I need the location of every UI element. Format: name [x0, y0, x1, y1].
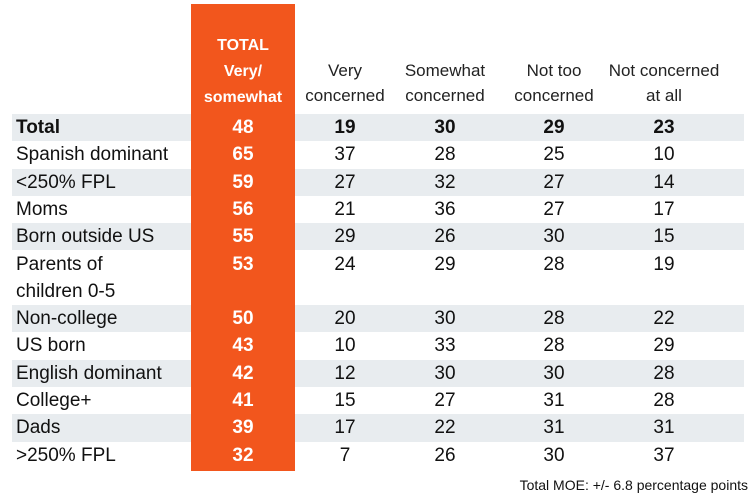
row-label: <250% FPL: [16, 171, 116, 193]
value-cell: 30: [543, 226, 565, 248]
row-label: >250% FPL: [16, 444, 116, 466]
value-cell: 28: [653, 390, 675, 411]
value-cell: 29: [653, 335, 675, 357]
row-label: English dominant: [16, 362, 162, 384]
value-cell: 30: [434, 362, 456, 384]
value-cell: 28: [543, 308, 565, 330]
total-value: 53: [232, 253, 254, 275]
row-shading: [12, 414, 744, 442]
value-cell: 28: [543, 335, 565, 357]
value-cell: 31: [543, 390, 565, 411]
value-cell: 17: [653, 198, 675, 220]
total-value: 48: [232, 117, 254, 138]
value-cell: 7: [339, 444, 351, 466]
row-label: Total: [16, 117, 60, 138]
value-cell: 26: [434, 444, 456, 466]
value-cell: 28: [653, 362, 675, 384]
value-cell: 29: [434, 253, 456, 275]
header-line: somewhat: [203, 89, 283, 106]
value-cell: 27: [543, 171, 565, 193]
value-cell: 30: [543, 444, 565, 466]
row-shading: [12, 168, 744, 196]
total-column-highlight: [191, 4, 295, 471]
value-cell: 22: [434, 417, 456, 439]
value-cell: 30: [543, 362, 565, 384]
header-column: Very concerned: [297, 58, 393, 108]
value-cell: 33: [434, 335, 456, 357]
value-cell: 19: [334, 117, 356, 138]
header-line: concerned: [305, 86, 385, 105]
value-cell: 10: [653, 144, 675, 166]
total-value: 41: [232, 390, 254, 411]
total-value: 55: [232, 226, 254, 248]
value-cell: 31: [543, 417, 565, 439]
value-cell: 15: [334, 390, 356, 411]
row-shading: [12, 359, 744, 387]
header-line: Very/: [223, 63, 263, 80]
header-line: Somewhat: [404, 61, 486, 80]
row-label: US born: [16, 335, 86, 357]
total-value: 32: [232, 444, 254, 466]
value-cell: 20: [334, 308, 356, 330]
row-label: Born outside US: [16, 226, 155, 248]
value-cell: 14: [653, 171, 675, 193]
value-cell: 25: [543, 144, 565, 166]
value-cell: 27: [334, 171, 356, 193]
value-cell: 28: [543, 253, 565, 275]
header-line: TOTAL: [217, 37, 269, 54]
row-label: College+: [16, 390, 92, 411]
total-value: 56: [232, 198, 254, 220]
header-line: Not too: [526, 61, 582, 80]
header-column: Not concerned at all: [599, 58, 729, 108]
value-cell: 22: [653, 308, 675, 330]
row-label: Non-college: [16, 308, 118, 330]
row-shading: [12, 305, 744, 333]
header-total: TOTAL Very/somewhat: [191, 33, 295, 111]
value-cell: 31: [653, 417, 675, 439]
value-cell: 30: [434, 117, 456, 138]
row-label: Dads: [16, 417, 61, 439]
row-shading: [12, 114, 744, 142]
header-column: Not too concerned: [504, 58, 604, 108]
value-cell: 37: [334, 144, 356, 166]
value-cell: 36: [434, 198, 456, 220]
header-line: Very: [327, 61, 363, 80]
value-cell: 29: [334, 226, 356, 248]
total-value: 59: [232, 171, 254, 193]
value-cell: 27: [434, 390, 456, 411]
header-line: concerned: [514, 86, 594, 105]
total-value: 50: [232, 308, 254, 330]
row-label: Spanish dominant: [16, 144, 169, 166]
value-cell: 28: [434, 144, 456, 166]
total-value: 65: [232, 144, 254, 166]
value-cell: 26: [434, 226, 456, 248]
value-cell: 27: [543, 198, 565, 220]
value-cell: 10: [334, 335, 356, 357]
value-cell: 32: [434, 171, 456, 193]
value-cell: 15: [653, 226, 675, 248]
total-value: 43: [232, 335, 254, 357]
row-label: Moms: [16, 198, 68, 220]
value-cell: 21: [334, 198, 356, 220]
row-shading: [12, 223, 744, 251]
header-line: Not concerned: [608, 61, 720, 80]
row-label: children 0-5: [16, 280, 116, 302]
row-label: Parents of: [16, 253, 103, 275]
total-value: 39: [232, 417, 254, 439]
header-column: Somewhat concerned: [390, 58, 500, 108]
header-line: concerned: [405, 86, 485, 105]
value-cell: 37: [653, 444, 675, 466]
value-cell: 19: [653, 253, 675, 275]
value-cell: 23: [653, 117, 675, 138]
value-cell: 17: [334, 417, 356, 439]
moe-note: Total MOE: +/- 6.8 percentage points: [519, 477, 748, 493]
value-cell: 12: [334, 362, 356, 384]
value-cell: 29: [543, 117, 565, 138]
value-cell: 30: [434, 308, 456, 330]
total-value: 42: [232, 362, 254, 384]
value-cell: 24: [334, 253, 356, 275]
header-line: at all: [646, 86, 682, 105]
